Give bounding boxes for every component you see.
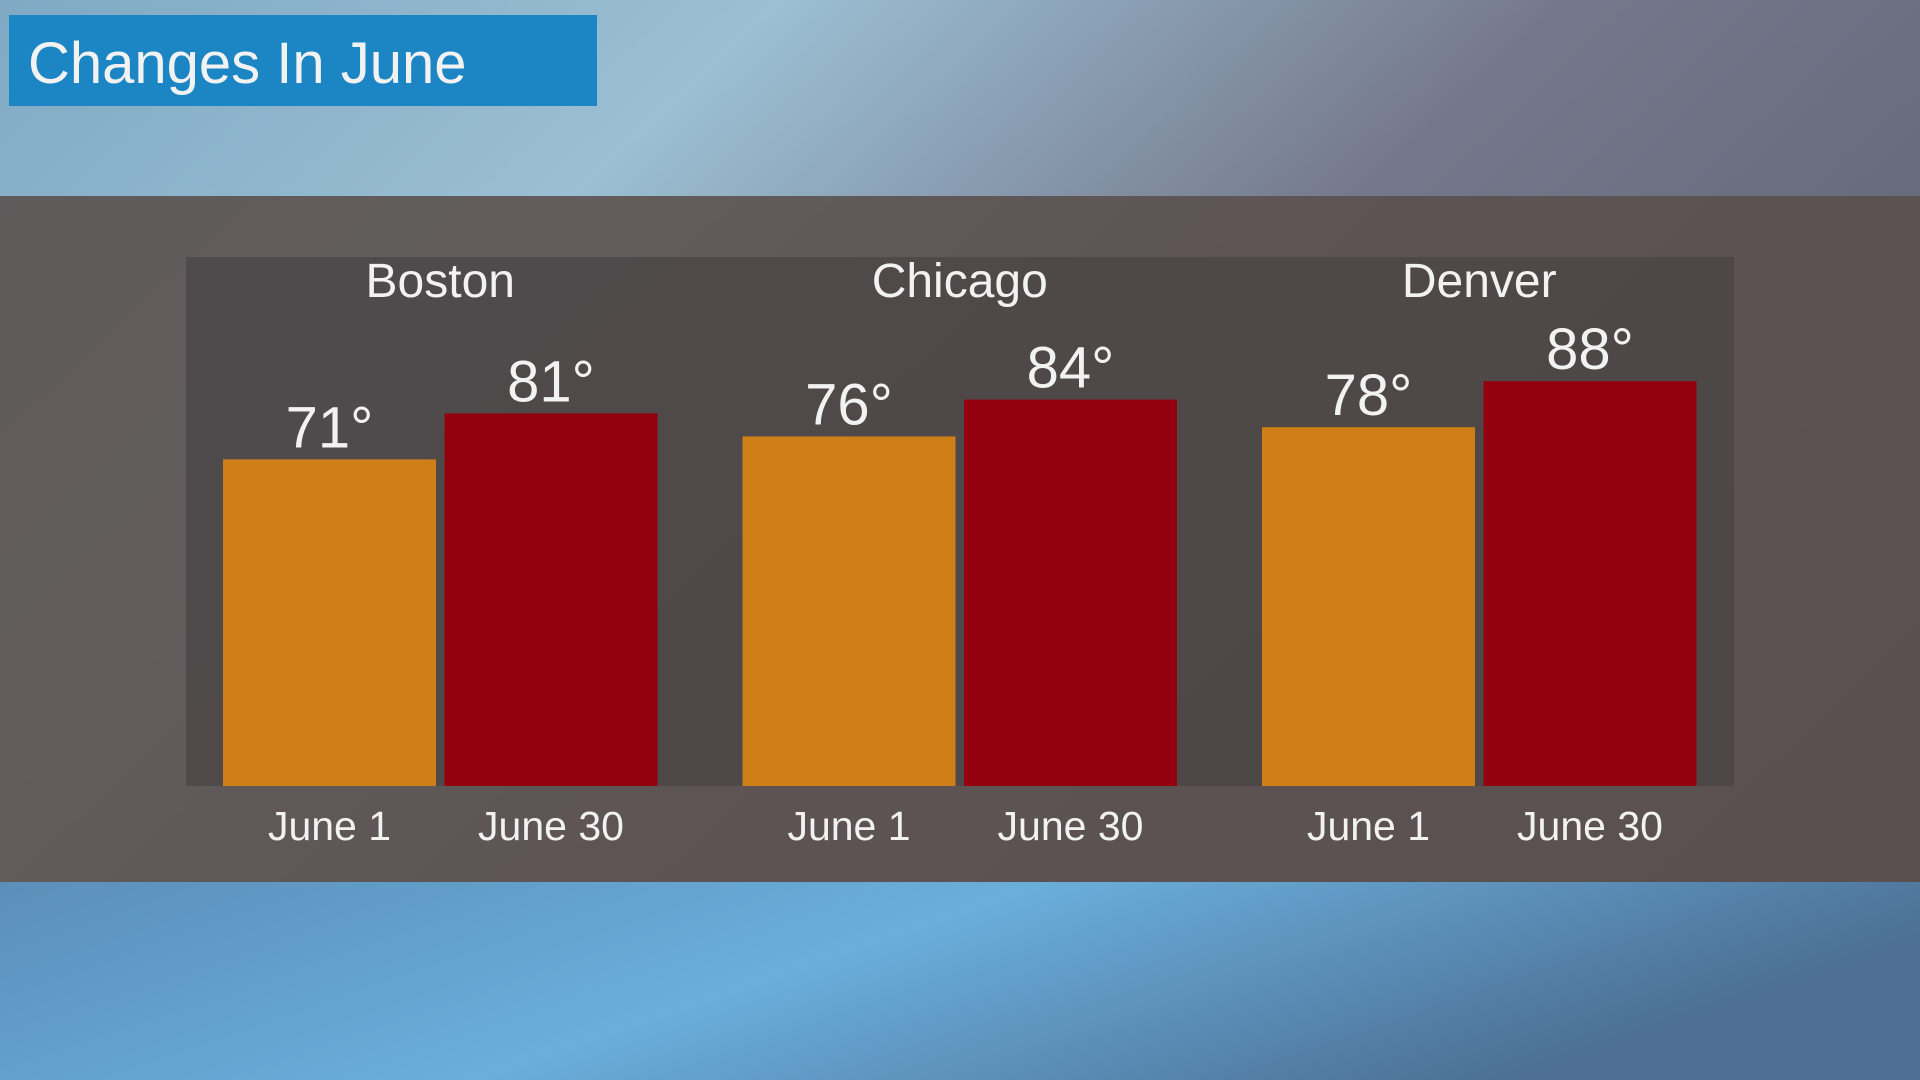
chart-panel — [186, 257, 1734, 786]
bar — [964, 399, 1177, 786]
bar — [1262, 427, 1475, 786]
value-label: 71° — [286, 395, 374, 460]
value-label: 88° — [1546, 317, 1634, 382]
group-label: Denver — [1402, 255, 1557, 308]
lower-band — [0, 882, 1920, 1080]
x-label: June 1 — [787, 803, 910, 849]
bar — [444, 413, 658, 786]
value-label: 84° — [1027, 336, 1115, 401]
x-label: June 1 — [1307, 803, 1430, 849]
x-label: June 30 — [478, 803, 624, 849]
value-label: 81° — [507, 349, 595, 414]
value-label: 76° — [805, 372, 893, 437]
group-label: Boston — [366, 255, 515, 308]
chart-title: Changes In June — [28, 31, 467, 96]
value-label: 78° — [1325, 363, 1413, 428]
x-label: June 30 — [998, 803, 1144, 849]
bar — [742, 436, 956, 786]
x-label: June 30 — [1517, 803, 1663, 849]
group-label: Chicago — [872, 255, 1048, 308]
x-label: June 1 — [268, 803, 391, 849]
bar — [1483, 381, 1697, 786]
title-box — [9, 15, 597, 106]
bar — [223, 459, 436, 786]
